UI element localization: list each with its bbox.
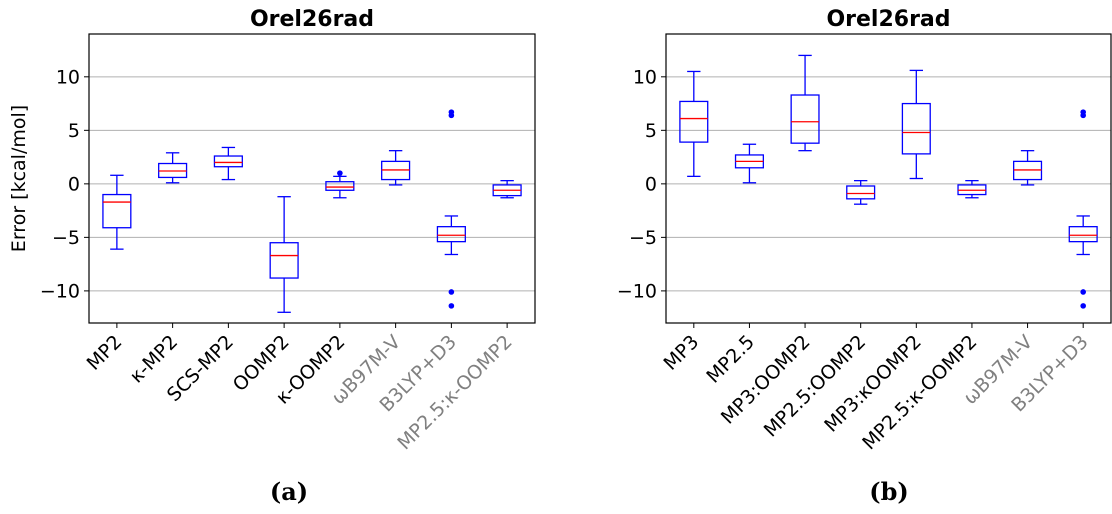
iqr-box [213,155,243,168]
iqr-box [679,100,709,143]
box-κ-OOMP2 [325,170,355,199]
outlier-point [448,303,455,309]
y-tick-label: −5 [629,227,657,249]
y-axis-label: Error [kcal/mol] [8,105,30,252]
panel-caption: (b) [869,477,909,506]
box-OOMP2 [269,196,299,313]
iqr-box [846,185,876,200]
chart-title: Orel26rad [250,7,374,32]
y-tick-label: 0 [645,173,657,195]
y-tick-label: −10 [40,280,80,302]
box-MP2 [102,174,132,250]
outlier-point [1080,289,1086,295]
iqr-box [1068,226,1098,243]
box-MP2.5:OOMP2 [846,179,876,205]
iqr-box [269,242,299,279]
box-MP2.5:κ-OOMP2 [957,179,987,199]
x-tick-label: MP3:κOOMP2 [820,331,926,437]
y-tick-label: −10 [617,280,657,302]
panel-caption: (a) [270,477,308,506]
y-tick-label: 5 [68,120,80,142]
axes-frame [88,33,536,324]
outlier-point [1080,303,1086,309]
chart-title: Orel26rad [826,7,950,32]
outlier-point [337,170,343,176]
y-tick-label: 5 [645,120,657,142]
iqr-box [102,193,132,229]
iqr-box [790,94,820,144]
outlier-point [448,289,455,295]
axes-frame [665,33,1112,324]
box-B3LYP+D3 [436,109,466,309]
box-MP3 [679,70,709,178]
box-κ-MP2 [158,152,188,184]
box-MP3:κOOMP2 [901,69,931,180]
y-tick-label: 10 [633,66,657,88]
x-tick-label: MP3 [660,331,704,375]
iqr-box [436,226,466,243]
y-tick-label: −5 [52,227,80,249]
x-tick-label: MP2 [83,331,127,375]
outlier-point [448,109,455,115]
box-MP3:OOMP2 [790,54,820,152]
box-ωB97M-V [1013,150,1043,186]
box-MP2.5:κ-OOMP2 [492,179,522,199]
y-tick-label: 10 [56,66,80,88]
outlier-point [1080,109,1086,115]
box-ωB97M-V [381,150,411,186]
y-tick-label: 0 [68,173,80,195]
box-MP2.5 [734,143,764,184]
iqr-box [901,102,931,155]
box-B3LYP+D3 [1068,109,1098,309]
box-SCS-MP2 [213,146,243,181]
iqr-box [325,181,355,191]
